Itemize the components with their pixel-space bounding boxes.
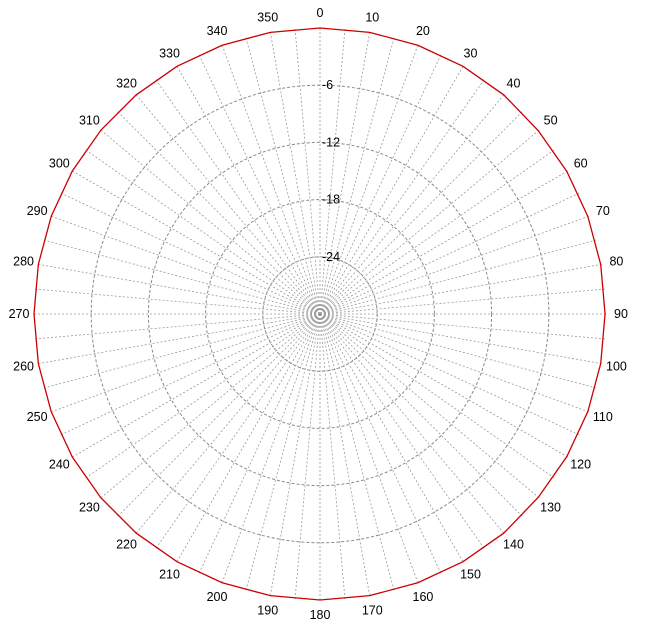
angular-tick-label: 230	[79, 500, 100, 514]
spoke-gridline	[117, 111, 321, 315]
radial-tick-label: -6	[322, 78, 333, 92]
angular-tick-label: 240	[49, 458, 70, 472]
spoke-gridline	[319, 111, 523, 315]
angular-tick-label: 350	[257, 11, 278, 25]
spoke-gridline	[319, 313, 395, 591]
spoke-gridline	[135, 313, 321, 534]
spoke-gridline	[100, 313, 321, 499]
spoke-gridline	[245, 37, 321, 315]
spoke-gridline	[319, 313, 523, 517]
angular-tick-label: 270	[9, 307, 30, 321]
angular-tick-label: 120	[570, 458, 591, 472]
spoke-gridline	[135, 94, 321, 315]
radial-gridline	[90, 84, 550, 544]
angular-tick-label: 0	[317, 6, 324, 20]
angular-tick-label: 110	[593, 410, 613, 424]
angular-tick-label: 20	[416, 24, 430, 38]
spoke-gridline	[155, 79, 321, 315]
angular-tick-label: 180	[310, 608, 331, 622]
angular-tick-label: 150	[460, 568, 481, 582]
spoke-gridline	[319, 54, 442, 315]
spoke-gridline	[51, 215, 321, 315]
angular-tick-label: 200	[207, 590, 228, 604]
spoke-gridline	[319, 313, 589, 413]
spoke-gridline	[294, 313, 321, 599]
spoke-gridline	[319, 313, 505, 534]
spoke-gridline	[319, 288, 605, 315]
spoke-gridline	[319, 239, 597, 315]
spoke-gridline	[35, 288, 321, 315]
angular-tick-label: 10	[365, 11, 379, 25]
angular-tick-label: 290	[27, 204, 48, 218]
angular-tick-label: 310	[79, 114, 100, 128]
angular-tick-label: 140	[503, 538, 524, 552]
spoke-gridline	[319, 313, 605, 340]
grid	[34, 28, 606, 600]
angular-tick-label: 220	[116, 538, 137, 552]
pattern-curve	[33, 27, 606, 601]
spoke-gridline	[100, 129, 321, 315]
spoke-gridline	[294, 29, 321, 315]
spoke-gridline	[319, 79, 485, 315]
angular-tick-label: 30	[464, 46, 478, 60]
spoke-gridline	[319, 29, 346, 315]
spoke-gridline	[35, 313, 321, 340]
radial-tick-labels: -6 -12 -18 -24	[322, 78, 340, 264]
angular-tick-label: 60	[574, 157, 588, 171]
spoke-gridline	[319, 313, 346, 599]
angular-tick-label: 320	[116, 76, 137, 90]
angular-tick-label: 250	[27, 410, 48, 424]
spoke-gridline	[43, 313, 321, 389]
angular-tick-label: 190	[257, 603, 278, 617]
spoke-gridline	[319, 129, 540, 315]
angular-tick-label: 130	[540, 500, 561, 514]
spoke-gridline	[319, 149, 555, 315]
spoke-gridline	[51, 313, 321, 413]
spoke-gridline	[155, 313, 321, 549]
angular-tick-label: 100	[606, 359, 627, 373]
spoke-gridline	[221, 313, 321, 583]
spoke-gridline	[319, 313, 555, 479]
spoke-gridline	[85, 149, 321, 315]
angular-tick-label: 280	[13, 255, 34, 269]
radial-gridline	[205, 199, 435, 429]
angular-tick-labels: 0 10 20 30 40 50 60 70 80 90 100 110 120 130 140 150 160…	[9, 6, 628, 622]
radial-gridline	[147, 141, 493, 487]
spoke-gridline	[319, 313, 540, 499]
angular-tick-label: 340	[207, 24, 228, 38]
radial-gridline	[262, 256, 378, 372]
series	[33, 27, 606, 601]
spoke-gridline	[319, 94, 505, 315]
spoke-gridline	[245, 313, 321, 591]
angular-tick-label: 40	[507, 76, 521, 90]
spoke-gridline	[43, 239, 321, 315]
angular-tick-label: 260	[13, 359, 34, 373]
spoke-gridline	[319, 313, 485, 549]
angular-tick-label: 90	[614, 307, 628, 321]
radial-tick-label: -24	[322, 250, 340, 264]
angular-tick-label: 210	[159, 568, 180, 582]
spoke-gridline	[85, 313, 321, 479]
spoke-gridline	[319, 313, 597, 389]
angular-tick-label: 80	[609, 255, 623, 269]
spoke-gridline	[117, 313, 321, 517]
spoke-gridline	[221, 45, 321, 315]
angular-tick-label: 170	[362, 603, 383, 617]
angular-tick-label: 70	[596, 204, 610, 218]
angular-tick-label: 330	[159, 46, 180, 60]
radial-tick-label: -12	[322, 135, 340, 149]
spoke-gridline	[319, 313, 419, 583]
angular-tick-label: 50	[544, 114, 558, 128]
angular-tick-label: 160	[413, 590, 434, 604]
angular-tick-label: 300	[49, 157, 70, 171]
spoke-gridline	[60, 192, 321, 315]
radial-tick-label: -18	[322, 193, 340, 207]
